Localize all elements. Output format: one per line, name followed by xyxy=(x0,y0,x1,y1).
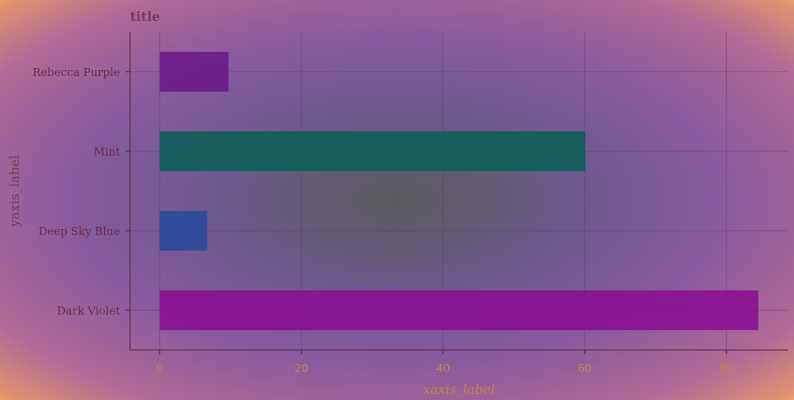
y-tick-label: Deep Sky Blue xyxy=(39,225,121,238)
y-ticks: Dark Violet Deep Sky Blue Mint Rebecca Purp… xyxy=(32,66,130,317)
x-axis-label: xaxis_label xyxy=(423,383,495,398)
bars xyxy=(159,51,759,331)
bar xyxy=(159,210,208,251)
axes xyxy=(129,32,788,351)
x-tick-label: 0 xyxy=(156,362,163,375)
y-tick-label: Dark Violet xyxy=(57,304,121,317)
bar xyxy=(159,290,759,331)
x-tick-label: 60 xyxy=(578,362,592,375)
x-tick-label: 80 xyxy=(719,362,733,375)
bar xyxy=(159,51,229,92)
y-axis-label: yaxis_label xyxy=(8,155,23,228)
y-tick-label: Mint xyxy=(94,145,121,158)
chart-title: title xyxy=(130,10,160,25)
x-ticks: 0 20 40 60 80 xyxy=(156,350,733,375)
x-tick-label: 20 xyxy=(294,362,308,375)
y-tick-label: Rebecca Purple xyxy=(32,66,120,79)
bar xyxy=(159,131,586,172)
x-tick-label: 40 xyxy=(436,362,450,375)
